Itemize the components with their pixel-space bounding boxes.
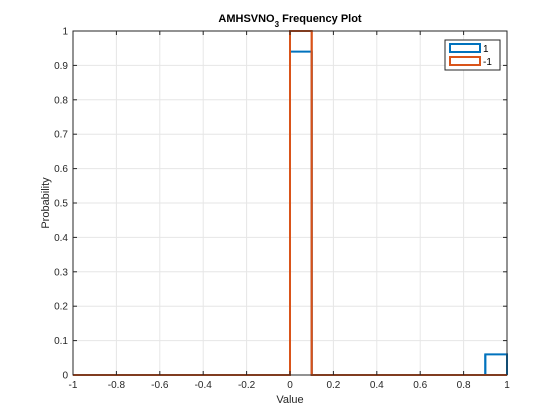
y-tick-label: 0.3 (54, 267, 68, 278)
y-tick-label: 0.1 (54, 336, 68, 347)
chart-title-main: AMHSVNO (218, 13, 275, 25)
chart-title-subscript: 3 (275, 20, 280, 29)
y-axis-label: Probability (40, 177, 52, 229)
chart-title: AMHSVNO3 Frequency Plot (218, 13, 362, 29)
y-tick-label: 0.2 (54, 302, 68, 313)
y-tick-label: 0.6 (54, 164, 68, 175)
x-tick-label: -0.6 (151, 380, 169, 391)
x-tick-label: -0.2 (238, 380, 256, 391)
y-tick-label: 0.7 (54, 130, 68, 141)
x-tick-label: 0.6 (413, 380, 427, 391)
y-tick-label: 0.8 (54, 95, 68, 106)
x-tick-label: 0.8 (457, 380, 471, 391)
y-tick-label: 0.9 (54, 61, 68, 72)
x-tick-label: -0.8 (108, 380, 126, 391)
legend-entry-2: -1 (483, 57, 492, 68)
y-tick-label: 0.4 (54, 233, 68, 244)
x-tick-label: -0.4 (195, 380, 213, 391)
legend: 1-1 (444, 39, 501, 71)
axis-ticks: -1 -0.8 -0.6 -0.4 -0.2 0 0.2 0.4 0.6 0.8 1 0 0.1 0.2 0… (54, 27, 510, 392)
x-tick-label: 0.4 (370, 380, 384, 391)
chart-title-suffix: Frequency Plot (279, 13, 362, 25)
x-tick-label: 0.2 (326, 380, 340, 391)
x-tick-label: 0 (287, 380, 293, 391)
y-tick-label: 1 (62, 27, 68, 38)
x-tick-label: 1 (504, 380, 510, 391)
y-tick-label: 0.5 (54, 199, 68, 210)
legend-swatch-2 (449, 56, 481, 66)
x-tick-label: -1 (69, 380, 78, 391)
y-tick-label: 0 (62, 371, 68, 382)
legend-entry-1: 1 (483, 44, 489, 55)
legend-swatch-1 (449, 43, 481, 53)
x-axis-label: Value (276, 394, 303, 406)
